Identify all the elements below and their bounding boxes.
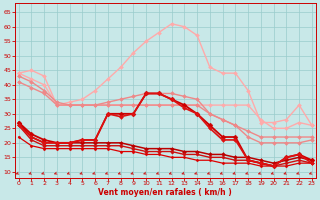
X-axis label: Vent moyen/en rafales ( km/h ): Vent moyen/en rafales ( km/h ): [98, 188, 232, 197]
